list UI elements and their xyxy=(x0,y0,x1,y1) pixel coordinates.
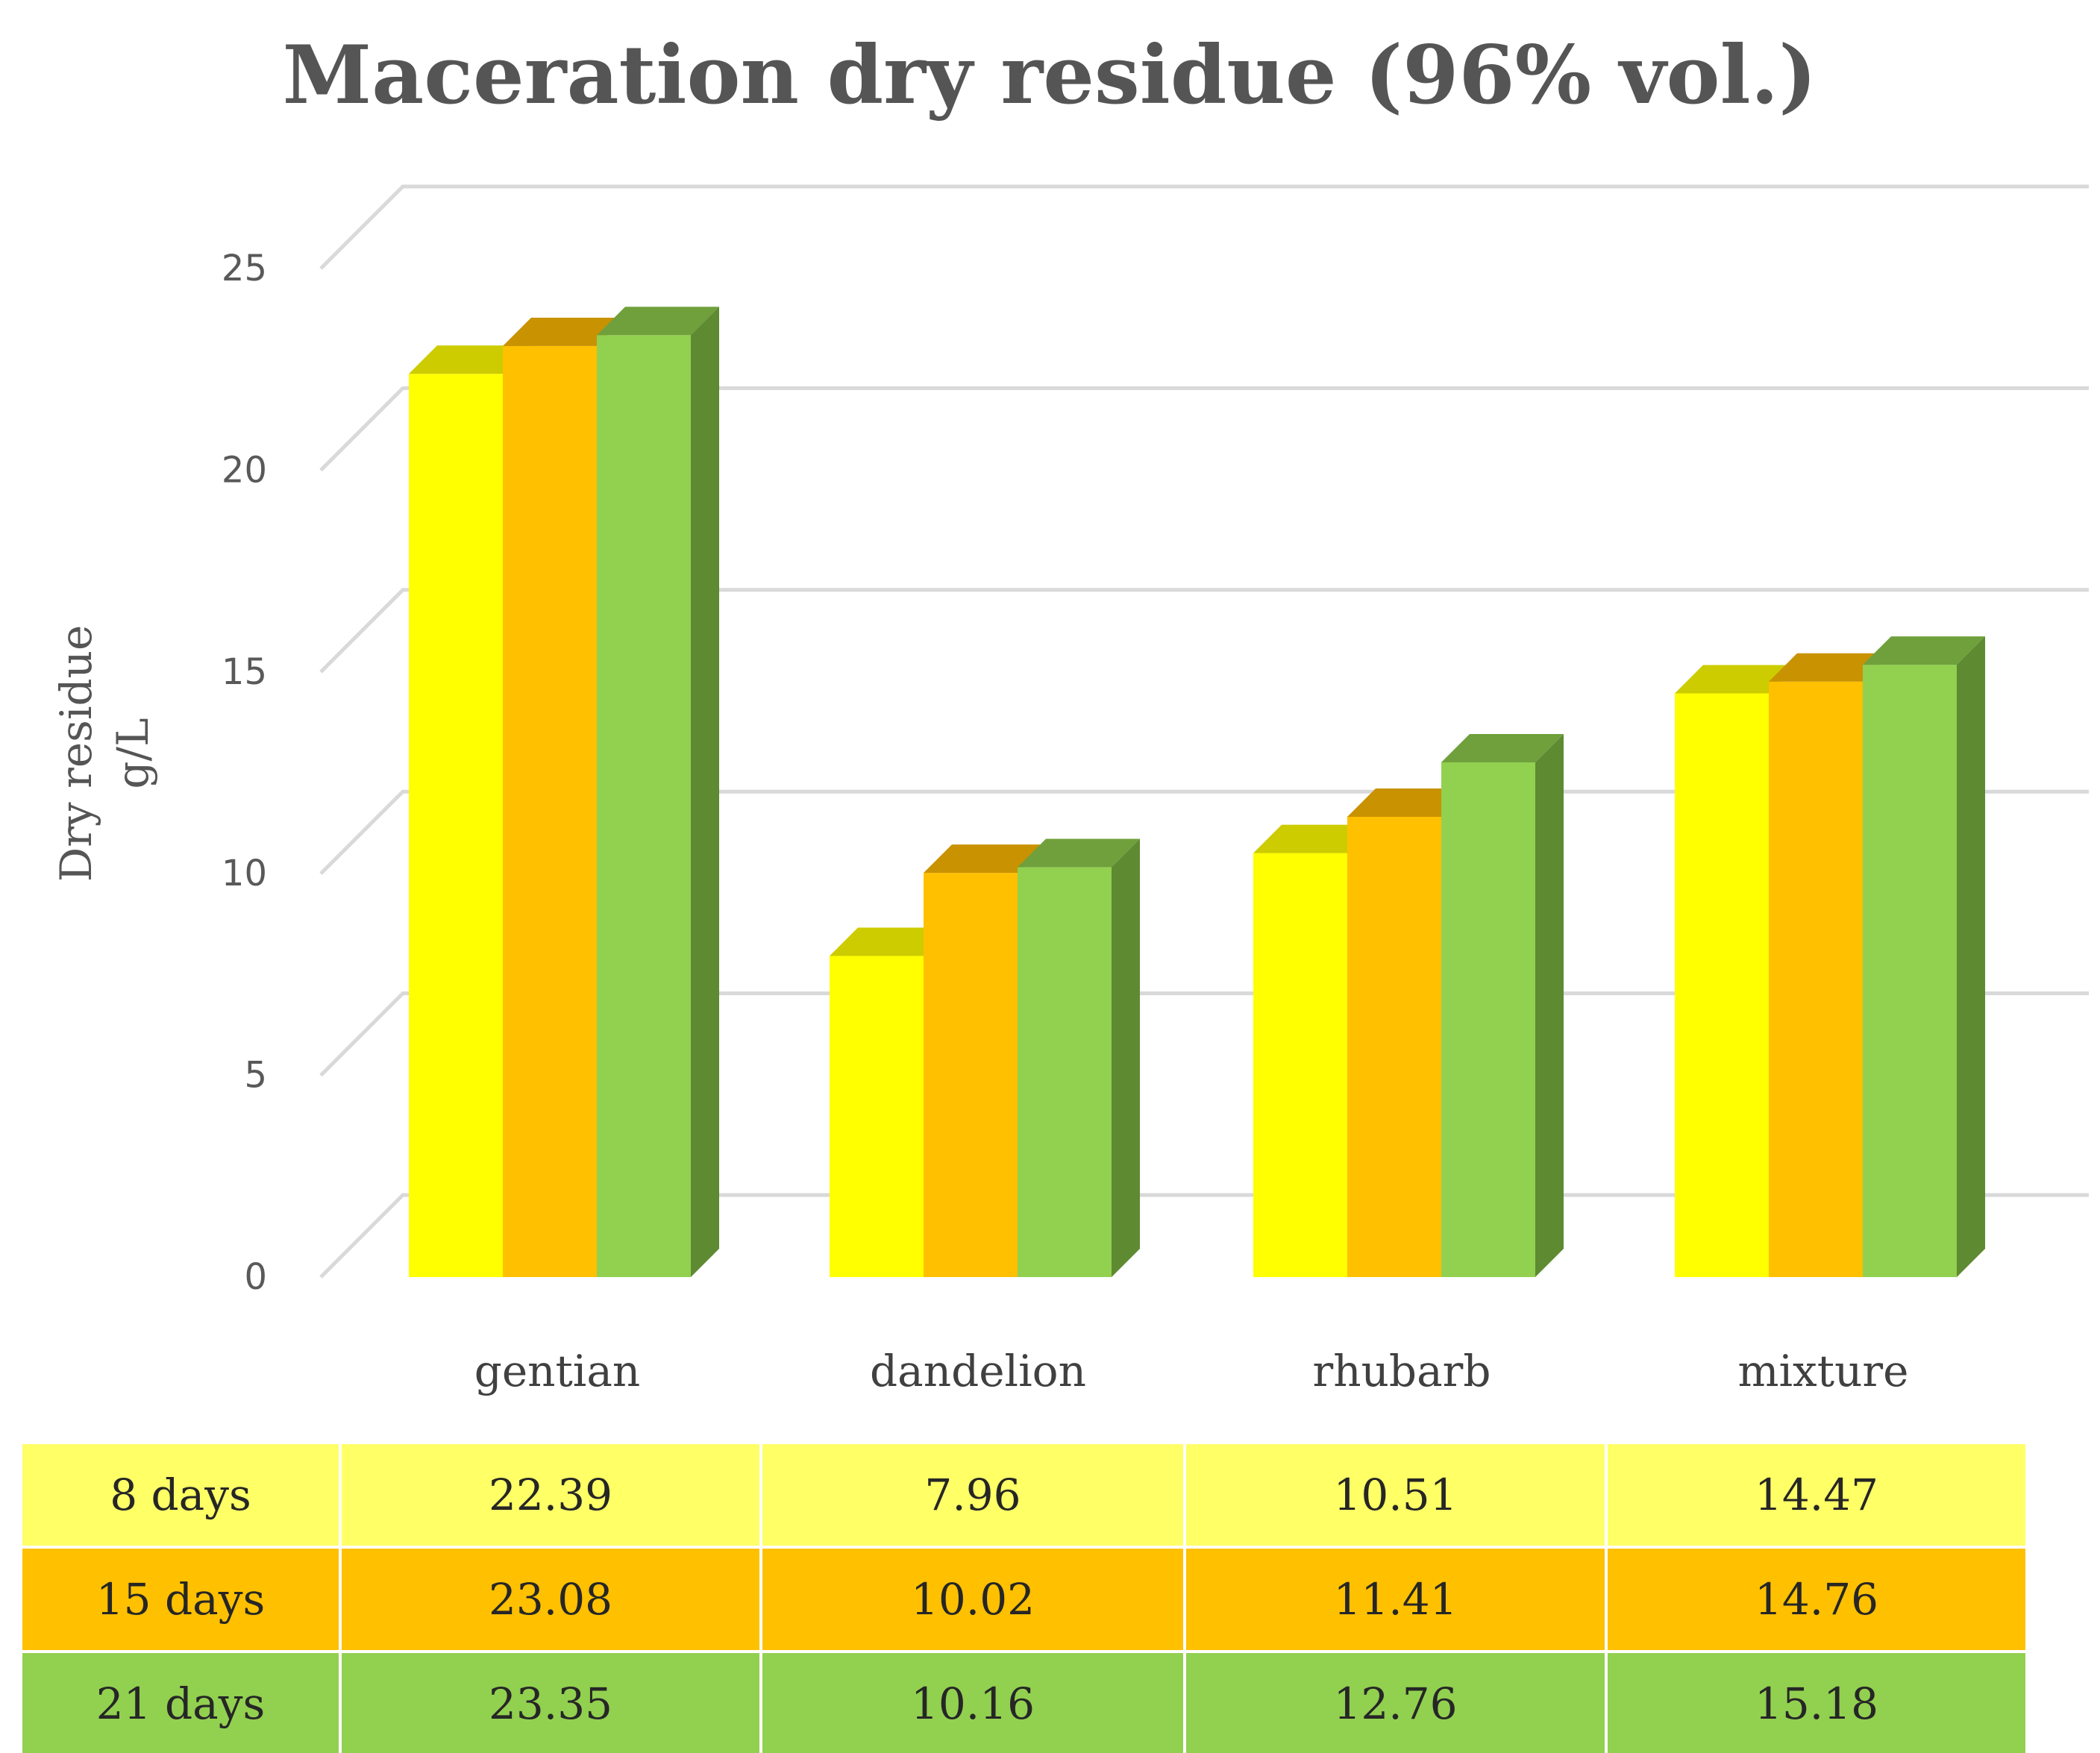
table-value: 10.51 xyxy=(1333,1470,1457,1520)
table-value: 10.02 xyxy=(911,1574,1035,1625)
table-cell xyxy=(1608,1653,2025,1753)
table-value: 14.47 xyxy=(1755,1470,1878,1520)
y-axis-title-line1: Dry residue xyxy=(51,625,101,882)
series-name: 8 days xyxy=(110,1470,251,1520)
table-cell xyxy=(342,1549,759,1650)
table-row: 21 days 23.35 10.16 12.76 15.18 xyxy=(22,1653,2025,1753)
table-value: 23.35 xyxy=(489,1678,612,1729)
bar-front xyxy=(1769,681,1863,1277)
category-label: gentian xyxy=(474,1346,641,1396)
table-cell xyxy=(1608,1549,2025,1650)
bar-front xyxy=(1441,762,1535,1277)
table-cell xyxy=(1186,1444,1605,1546)
bar-rhubarb-15-days xyxy=(1347,788,1470,1277)
table-value: 12.76 xyxy=(1333,1678,1457,1729)
bar-side xyxy=(1112,838,1140,1277)
bar-front xyxy=(503,345,597,1277)
chart-title: Maceration dry residue (96% vol.) xyxy=(283,28,1817,122)
bar-gentian-15-days xyxy=(503,317,625,1277)
gridline xyxy=(319,184,2089,270)
bar-front xyxy=(409,374,503,1277)
bar-front xyxy=(1675,693,1769,1277)
bar-side xyxy=(1957,636,1985,1277)
bar-mixture-8-days xyxy=(1675,665,1797,1277)
bar-top xyxy=(409,345,531,374)
gridline xyxy=(319,386,2089,472)
category-labels: gentian dandelion rhubarb mixture xyxy=(474,1346,1909,1396)
y-tick-label: 10 xyxy=(222,853,267,894)
table-cell xyxy=(342,1444,759,1546)
table-row: 15 days 23.08 10.02 11.41 14.76 xyxy=(22,1549,2025,1650)
bar-front xyxy=(1018,867,1112,1277)
table-value: 7.96 xyxy=(924,1470,1021,1520)
table-row: 8 days 22.39 7.96 10.51 14.47 xyxy=(22,1444,2025,1546)
bar-side xyxy=(1535,733,1564,1277)
bar-front xyxy=(830,956,924,1277)
bar-top xyxy=(1769,653,1891,682)
table-value: 10.16 xyxy=(911,1678,1035,1729)
table-value: 15.18 xyxy=(1755,1678,1878,1729)
bar-gentian-21-days xyxy=(597,307,719,1278)
series-name: 15 days xyxy=(96,1574,265,1625)
table-value: 22.39 xyxy=(489,1470,612,1520)
bar-side xyxy=(691,307,719,1278)
bar-front xyxy=(1253,853,1347,1277)
table-cell xyxy=(1608,1444,2025,1546)
table-cell xyxy=(342,1653,759,1753)
bar-front xyxy=(1347,816,1441,1277)
bar-top xyxy=(1347,788,1470,817)
bar-top xyxy=(1441,733,1564,762)
gridline xyxy=(319,588,2089,674)
table-cell xyxy=(762,1549,1183,1650)
table-value: 14.76 xyxy=(1755,1574,1878,1625)
category-label: mixture xyxy=(1738,1346,1909,1396)
bar-top xyxy=(1863,636,1985,665)
table-cell xyxy=(762,1653,1183,1753)
y-tick-label: 15 xyxy=(222,651,267,693)
bar-dandelion-21-days xyxy=(1018,838,1140,1277)
y-tick-label: 0 xyxy=(244,1256,267,1298)
bar-top xyxy=(830,927,952,956)
bars xyxy=(409,307,1985,1278)
bar-top xyxy=(924,844,1046,874)
bar-front xyxy=(597,335,691,1278)
bar-top xyxy=(503,317,625,346)
bar-dandelion-15-days xyxy=(924,844,1046,1277)
bar-mixture-15-days xyxy=(1769,653,1891,1277)
y-tick-label: 20 xyxy=(222,449,267,491)
bar-dandelion-8-days xyxy=(830,927,952,1277)
bar-top xyxy=(1018,838,1140,868)
table-header-cell xyxy=(22,1549,339,1650)
y-axis-title-line2: g/L xyxy=(107,718,158,788)
bar-top xyxy=(1675,665,1797,694)
table-value: 23.08 xyxy=(489,1574,612,1625)
bar-gentian-8-days xyxy=(409,345,531,1277)
y-tick-label: 25 xyxy=(222,248,267,289)
y-axis-ticks: 0 5 10 15 20 25 xyxy=(222,248,267,1298)
table-cell xyxy=(1186,1653,1605,1753)
bar-front xyxy=(1863,665,1957,1277)
category-label: dandelion xyxy=(870,1346,1086,1396)
bar-rhubarb-21-days xyxy=(1441,733,1564,1277)
bar-front xyxy=(924,873,1018,1277)
table-cell xyxy=(1186,1549,1605,1650)
table-header-cell xyxy=(22,1653,339,1753)
bar-rhubarb-8-days xyxy=(1253,824,1376,1277)
table-value: 11.41 xyxy=(1333,1574,1457,1625)
series-name: 21 days xyxy=(96,1678,265,1729)
table-header-cell xyxy=(22,1444,339,1546)
y-tick-label: 5 xyxy=(244,1055,267,1097)
data-table: 8 days 22.39 7.96 10.51 14.47 15 days 23.08 10.… xyxy=(21,1443,2029,1753)
bar-top xyxy=(1253,824,1376,853)
category-label: rhubarb xyxy=(1313,1346,1491,1396)
bar-top xyxy=(597,307,719,336)
bar-mixture-21-days xyxy=(1863,636,1985,1277)
table-cell xyxy=(762,1444,1183,1546)
